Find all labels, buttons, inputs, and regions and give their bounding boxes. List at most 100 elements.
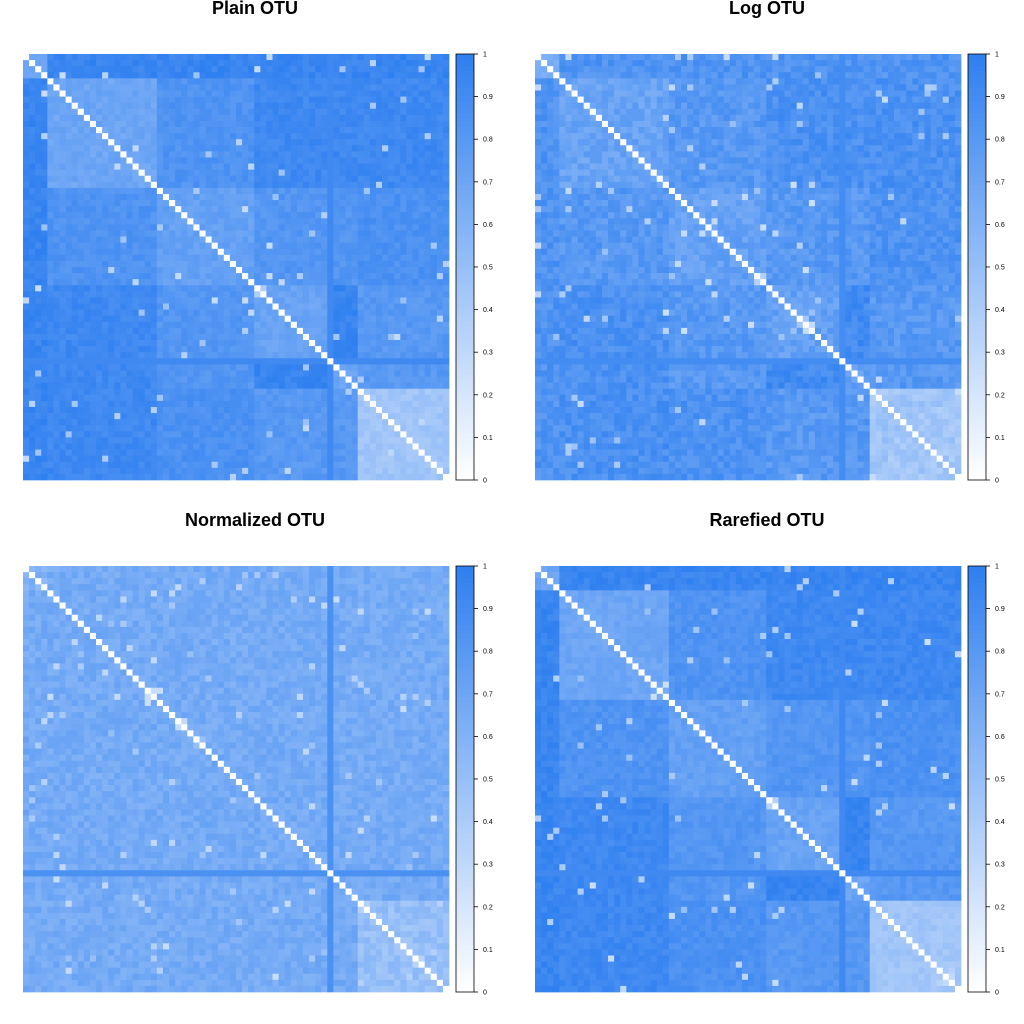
heatmap-cell — [358, 218, 364, 224]
heatmap-cell — [114, 127, 120, 133]
heatmap-cell — [230, 468, 236, 474]
heatmap-cell — [193, 297, 199, 303]
heatmap-cell — [53, 127, 59, 133]
heatmap-cell — [303, 407, 309, 413]
heatmap-cell — [66, 194, 72, 200]
legend-color-step — [456, 280, 474, 285]
heatmap-cell — [382, 358, 388, 364]
heatmap-cell — [370, 97, 376, 103]
heatmap-cell — [285, 389, 291, 395]
heatmap-cell — [41, 54, 47, 60]
heatmap-cell — [364, 200, 370, 206]
heatmap-cell — [114, 334, 120, 340]
heatmap-cell — [400, 72, 406, 78]
heatmap-cell — [358, 249, 364, 255]
heatmap-cell — [133, 316, 139, 322]
legend-color-step — [456, 331, 474, 336]
legend-color-step — [456, 297, 474, 302]
heatmap-cell — [419, 279, 425, 285]
heatmap-cell — [114, 395, 120, 401]
heatmap-cell — [206, 121, 212, 127]
heatmap-cell — [346, 389, 352, 395]
heatmap-cell — [35, 121, 41, 127]
heatmap-cell — [412, 121, 418, 127]
heatmap-cell — [406, 425, 412, 431]
heatmap-cell — [260, 316, 266, 322]
heatmap-cell — [139, 109, 145, 115]
heatmap-cell — [346, 425, 352, 431]
heatmap-cell — [120, 230, 126, 236]
heatmap-cell — [41, 291, 47, 297]
heatmap-cell — [193, 401, 199, 407]
heatmap-cell — [41, 310, 47, 316]
heatmap-cell — [309, 419, 315, 425]
heatmap-cell — [53, 139, 59, 145]
heatmap-cell — [297, 279, 303, 285]
heatmap-cell — [425, 316, 431, 322]
heatmap-diagonal-cell — [78, 109, 84, 115]
heatmap-cell — [206, 170, 212, 176]
heatmap-cell — [193, 66, 199, 72]
heatmap-cell — [364, 407, 370, 413]
heatmap-cell — [358, 188, 364, 194]
heatmap-cell — [206, 200, 212, 206]
heatmap-cell — [151, 346, 157, 352]
heatmap-cell — [53, 304, 59, 310]
heatmap-cell — [126, 78, 132, 84]
heatmap-cell — [139, 200, 145, 206]
heatmap-cell — [78, 389, 84, 395]
heatmap-cell — [370, 84, 376, 90]
heatmap-cell — [327, 267, 333, 273]
heatmap-cell — [382, 206, 388, 212]
heatmap-cell — [114, 328, 120, 334]
heatmap-cell — [248, 304, 254, 310]
heatmap-cell — [419, 121, 425, 127]
heatmap-cell — [297, 157, 303, 163]
heatmap-cell — [303, 91, 309, 97]
heatmap-cell — [297, 358, 303, 364]
heatmap-cell — [248, 109, 254, 115]
heatmap-cell — [394, 91, 400, 97]
heatmap-cell — [84, 358, 90, 364]
heatmap-cell — [260, 450, 266, 456]
heatmap-cell — [72, 97, 78, 103]
heatmap-cell — [35, 443, 41, 449]
heatmap-cell — [60, 389, 66, 395]
heatmap-cell — [41, 164, 47, 170]
heatmap-cell — [181, 431, 187, 437]
heatmap-cell — [406, 127, 412, 133]
heatmap-cell — [333, 139, 339, 145]
heatmap-cell — [90, 291, 96, 297]
heatmap-cell — [279, 188, 285, 194]
heatmap-cell — [370, 273, 376, 279]
heatmap-cell — [84, 340, 90, 346]
heatmap-cell — [394, 145, 400, 151]
heatmap-cell — [230, 352, 236, 358]
heatmap-cell — [285, 145, 291, 151]
heatmap-cell — [248, 328, 254, 334]
heatmap-cell — [41, 224, 47, 230]
heatmap-cell — [47, 285, 53, 291]
heatmap-cell — [139, 133, 145, 139]
heatmap-cell — [133, 279, 139, 285]
heatmap-cell — [169, 237, 175, 243]
heatmap-cell — [72, 462, 78, 468]
heatmap-cell — [35, 364, 41, 370]
heatmap-cell — [169, 304, 175, 310]
heatmap-cell — [370, 109, 376, 115]
heatmap-cell — [41, 462, 47, 468]
heatmap-cell — [133, 84, 139, 90]
heatmap-cell — [181, 103, 187, 109]
heatmap-cell — [90, 267, 96, 273]
heatmap-cell — [431, 383, 437, 389]
heatmap-cell — [260, 72, 266, 78]
heatmap-cell — [443, 170, 449, 176]
heatmap-cell — [279, 291, 285, 297]
heatmap-cell — [339, 267, 345, 273]
heatmap-cell — [224, 60, 230, 66]
heatmap-cell — [382, 370, 388, 376]
heatmap-cell — [279, 322, 285, 328]
heatmap-cell — [364, 212, 370, 218]
heatmap-cell — [333, 304, 339, 310]
heatmap-cell — [157, 91, 163, 97]
